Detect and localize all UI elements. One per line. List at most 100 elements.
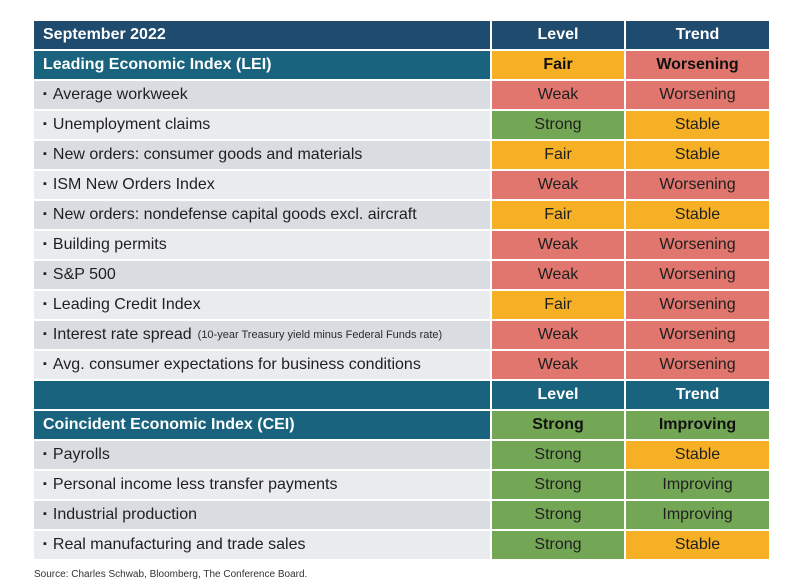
indicator-cell: ▪ Avg. consumer expectations for business… [34, 351, 490, 379]
trend-cell: Worsening [626, 81, 769, 109]
trend-cell: Worsening [626, 351, 769, 379]
table-row: ▪ Interest rate spread (10-year Treasury y… [34, 321, 769, 349]
level-column-header-2: Level [492, 381, 624, 409]
indicator-label: Payrolls [52, 446, 110, 463]
indicator-label: Building permits [52, 236, 167, 253]
trend-cell: Worsening [626, 291, 769, 319]
level-cell: Fair [492, 201, 624, 229]
bullet-icon: ▪ [43, 478, 47, 490]
second-header-title [34, 381, 490, 409]
level-cell: Weak [492, 81, 624, 109]
indicator-label: Real manufacturing and trade sales [52, 536, 306, 553]
trend-cell: Worsening [626, 171, 769, 199]
level-cell: Fair [492, 141, 624, 169]
bullet-icon: ▪ [43, 328, 47, 340]
bullet-icon: ▪ [43, 238, 47, 250]
level-column-header: Level [492, 21, 624, 49]
trend-cell: Improving [626, 471, 769, 499]
level-cell: Strong [492, 441, 624, 469]
bullet-icon: ▪ [43, 148, 47, 160]
indicator-label: Leading Credit Index [52, 296, 201, 313]
bullet-icon: ▪ [43, 298, 47, 310]
second-header-row: Level Trend [34, 381, 769, 409]
indicator-cell: ▪ ISM New Orders Index [34, 171, 490, 199]
indicator-label: ISM New Orders Index [52, 176, 215, 193]
indicator-cell: ▪ Average workweek [34, 81, 490, 109]
indicator-cell: ▪ Interest rate spread (10-year Treasury y… [34, 321, 490, 349]
lei-items: ▪ Average workweek Weak Worsening ▪ Unemploym… [34, 81, 769, 379]
table-row: ▪ S&P 500 Weak Worsening [34, 261, 769, 289]
level-cell: Fair [492, 291, 624, 319]
table-row: ▪ Personal income less transfer payments S… [34, 471, 769, 499]
table-title: September 2022 [34, 21, 490, 49]
bullet-icon: ▪ [43, 268, 47, 280]
table-row: ▪ Unemployment claims Strong Stable [34, 111, 769, 139]
cei-section-title: Coincident Economic Index (CEI) [34, 411, 490, 439]
level-cell: Strong [492, 471, 624, 499]
trend-cell: Stable [626, 441, 769, 469]
indicator-cell: ▪ Unemployment claims [34, 111, 490, 139]
bullet-icon: ▪ [43, 208, 47, 220]
lei-trend: Worsening [626, 51, 769, 79]
indicator-note: (10-year Treasury yield minus Federal Fu… [197, 329, 443, 341]
cei-trend: Improving [626, 411, 769, 439]
lei-section-row: Leading Economic Index (LEI) Fair Worsen… [34, 51, 769, 79]
indicator-cell: ▪ Building permits [34, 231, 490, 259]
table-row: ▪ Industrial production Strong Improving [34, 501, 769, 529]
indicator-cell: ▪ S&P 500 [34, 261, 490, 289]
trend-cell: Improving [626, 501, 769, 529]
bullet-icon: ▪ [43, 358, 47, 370]
trend-cell: Worsening [626, 231, 769, 259]
table-row: ▪ ISM New Orders Index Weak Worsening [34, 171, 769, 199]
level-cell: Weak [492, 171, 624, 199]
indicator-label: Industrial production [52, 506, 197, 523]
table-row: ▪ Avg. consumer expectations for business… [34, 351, 769, 379]
bullet-icon: ▪ [43, 88, 47, 100]
level-cell: Weak [492, 231, 624, 259]
level-cell: Strong [492, 111, 624, 139]
economic-index-table: September 2022 Level Trend Leading Econo… [34, 21, 769, 561]
indicator-label: Average workweek [52, 86, 188, 103]
indicator-label: New orders: consumer goods and materials [52, 146, 363, 163]
bullet-icon: ▪ [43, 118, 47, 130]
table-header-row: September 2022 Level Trend [34, 21, 769, 49]
bullet-icon: ▪ [43, 538, 47, 550]
trend-cell: Stable [626, 201, 769, 229]
indicator-cell: ▪ Personal income less transfer payments [34, 471, 490, 499]
indicator-cell: ▪ Industrial production [34, 501, 490, 529]
indicator-cell: ▪ New orders: nondefense capital goods ex… [34, 201, 490, 229]
trend-cell: Worsening [626, 321, 769, 349]
indicator-cell: ▪ Payrolls [34, 441, 490, 469]
trend-column-header-2: Trend [626, 381, 769, 409]
indicator-label: Unemployment claims [52, 116, 211, 133]
indicator-cell: ▪ Leading Credit Index [34, 291, 490, 319]
lei-section-title: Leading Economic Index (LEI) [34, 51, 490, 79]
table-row: ▪ New orders: nondefense capital goods ex… [34, 201, 769, 229]
indicator-label: Personal income less transfer payments [52, 476, 338, 493]
cei-items: ▪ Payrolls Strong Stable ▪ Personal income le… [34, 441, 769, 559]
table-row: ▪ Real manufacturing and trade sales Stron… [34, 531, 769, 559]
table-row: ▪ Payrolls Strong Stable [34, 441, 769, 469]
indicator-label: Interest rate spread [52, 326, 192, 343]
table-row: ▪ Building permits Weak Worsening [34, 231, 769, 259]
trend-cell: Stable [626, 141, 769, 169]
level-cell: Weak [492, 351, 624, 379]
trend-cell: Stable [626, 111, 769, 139]
level-cell: Weak [492, 321, 624, 349]
bullet-icon: ▪ [43, 448, 47, 460]
indicator-cell: ▪ Real manufacturing and trade sales [34, 531, 490, 559]
cei-section-row: Coincident Economic Index (CEI) Strong I… [34, 411, 769, 439]
table-row: ▪ New orders: consumer goods and material… [34, 141, 769, 169]
table-row: ▪ Average workweek Weak Worsening [34, 81, 769, 109]
trend-cell: Stable [626, 531, 769, 559]
cei-level: Strong [492, 411, 624, 439]
indicator-label: Avg. consumer expectations for business … [52, 356, 421, 373]
bullet-icon: ▪ [43, 508, 47, 520]
trend-column-header: Trend [626, 21, 769, 49]
level-cell: Strong [492, 501, 624, 529]
level-cell: Weak [492, 261, 624, 289]
table-row: ▪ Leading Credit Index Fair Worsening [34, 291, 769, 319]
indicator-cell: ▪ New orders: consumer goods and material… [34, 141, 490, 169]
trend-cell: Worsening [626, 261, 769, 289]
level-cell: Strong [492, 531, 624, 559]
